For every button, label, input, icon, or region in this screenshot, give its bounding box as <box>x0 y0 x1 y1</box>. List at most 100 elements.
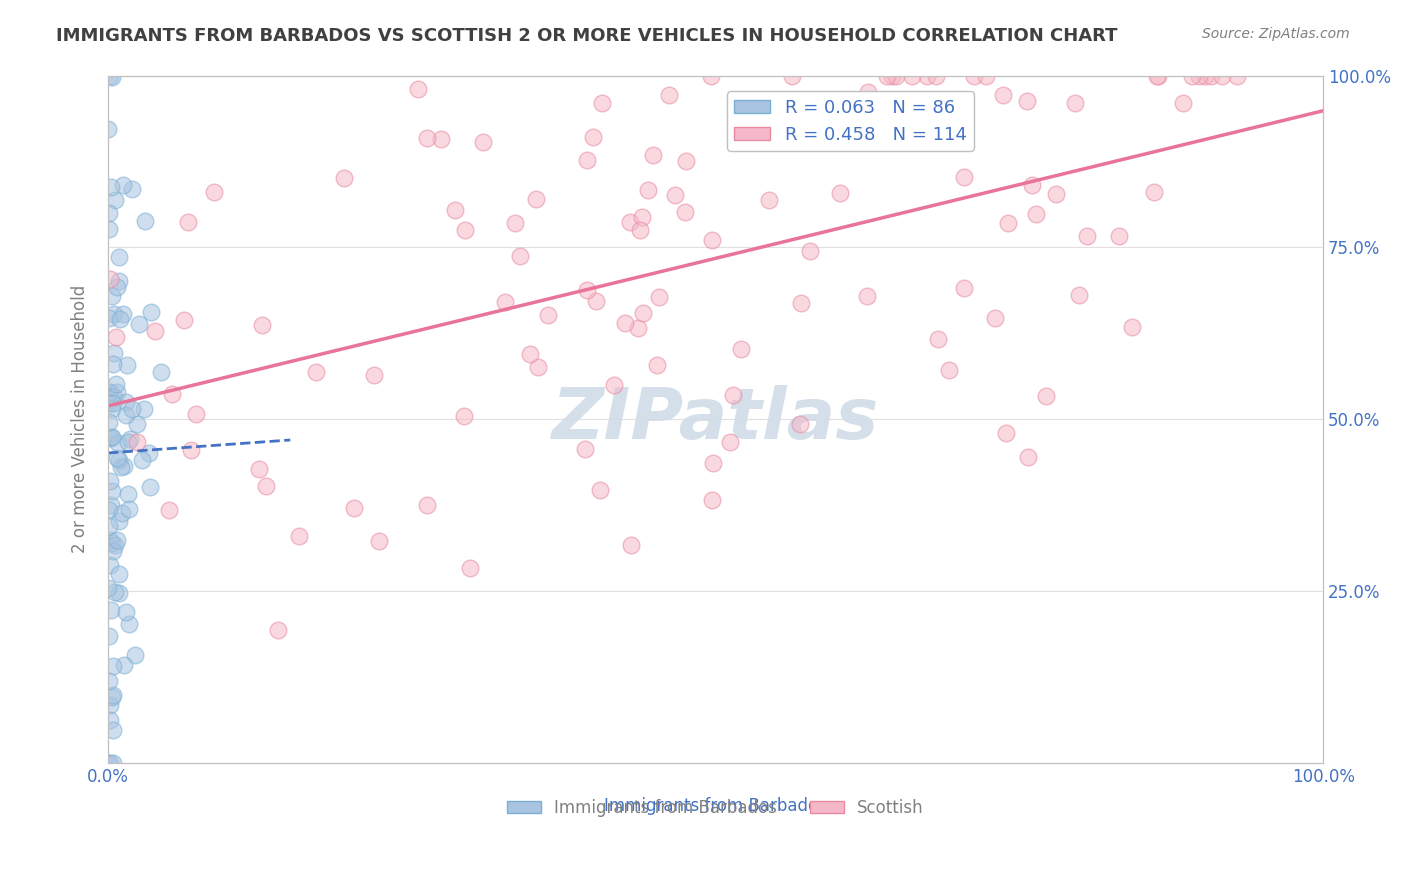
Scottish <box>952 281 974 295</box>
Scottish <box>1064 95 1087 110</box>
Immigrants from Barbados <box>117 434 139 449</box>
Scottish <box>932 104 955 119</box>
Scottish <box>799 244 821 258</box>
Scottish <box>160 387 183 401</box>
Scottish <box>105 330 128 344</box>
Scottish <box>880 69 903 83</box>
Scottish <box>648 290 671 304</box>
Scottish <box>1121 319 1143 334</box>
Immigrants from Barbados <box>121 182 143 196</box>
Scottish <box>991 87 1014 102</box>
Scottish <box>125 435 148 450</box>
Scottish <box>443 203 465 218</box>
Immigrants from Barbados <box>111 506 134 520</box>
Scottish <box>494 295 516 310</box>
Scottish <box>1226 69 1249 83</box>
Scottish <box>628 222 651 236</box>
Immigrants from Barbados <box>128 318 150 332</box>
Scottish <box>658 88 681 103</box>
Scottish <box>675 154 697 169</box>
Immigrants from Barbados <box>108 453 131 467</box>
Immigrants from Barbados <box>98 713 121 727</box>
Scottish <box>471 136 494 150</box>
Scottish <box>247 461 270 475</box>
Scottish <box>830 186 852 200</box>
Immigrants from Barbados <box>134 213 156 227</box>
Immigrants from Barbados <box>118 617 141 632</box>
Scottish <box>995 425 1018 440</box>
Immigrants from Barbados <box>115 359 138 373</box>
Immigrants from Barbados <box>100 431 122 445</box>
Scottish <box>585 294 607 309</box>
Immigrants from Barbados <box>103 390 125 404</box>
Scottish <box>1035 389 1057 403</box>
Scottish <box>343 500 366 515</box>
Scottish <box>1146 69 1168 83</box>
Immigrants from Barbados <box>103 346 125 360</box>
Scottish <box>143 325 166 339</box>
Scottish <box>953 169 976 184</box>
Scottish <box>984 311 1007 326</box>
Immigrants from Barbados <box>101 688 124 702</box>
Immigrants from Barbados <box>101 289 124 303</box>
Immigrants from Barbados <box>111 178 134 192</box>
Scottish <box>582 129 605 144</box>
Immigrants from Barbados <box>115 408 138 422</box>
Scottish <box>927 333 949 347</box>
Scottish <box>1211 69 1233 83</box>
Scottish <box>524 192 547 206</box>
Scottish <box>721 388 744 402</box>
Y-axis label: 2 or more Vehicles in Household: 2 or more Vehicles in Household <box>72 285 89 553</box>
Scottish <box>856 289 879 303</box>
Immigrants from Barbados <box>105 451 128 466</box>
Scottish <box>429 132 451 146</box>
Scottish <box>925 69 948 83</box>
Scottish <box>1045 186 1067 201</box>
Scottish <box>1017 450 1039 464</box>
Scottish <box>997 216 1019 230</box>
Immigrants from Barbados <box>97 396 120 410</box>
Scottish <box>1021 178 1043 192</box>
Immigrants from Barbados <box>112 459 135 474</box>
Immigrants from Barbados <box>98 475 121 489</box>
Scottish <box>1017 94 1039 108</box>
Immigrants from Barbados <box>101 395 124 409</box>
Scottish <box>333 170 356 185</box>
Scottish <box>1181 69 1204 83</box>
Scottish <box>643 148 665 162</box>
Scottish <box>702 233 724 247</box>
Scottish <box>730 342 752 356</box>
Scottish <box>631 211 654 225</box>
Scottish <box>789 417 811 431</box>
Immigrants from Barbados <box>108 312 131 326</box>
Scottish <box>509 249 531 263</box>
Scottish <box>620 538 643 552</box>
Immigrants from Barbados <box>138 446 160 460</box>
Immigrants from Barbados <box>118 432 141 446</box>
Text: Source: ZipAtlas.com: Source: ZipAtlas.com <box>1202 27 1350 41</box>
Immigrants from Barbados <box>100 69 122 83</box>
Immigrants from Barbados <box>97 756 120 771</box>
Scottish <box>627 321 650 335</box>
Scottish <box>664 188 686 202</box>
Text: ZIPatlas: ZIPatlas <box>553 384 879 454</box>
Immigrants from Barbados <box>97 629 120 643</box>
Immigrants from Barbados <box>100 180 122 194</box>
Immigrants from Barbados <box>98 415 121 429</box>
Immigrants from Barbados <box>101 70 124 85</box>
Scottish <box>915 69 938 83</box>
Scottish <box>1188 69 1211 83</box>
Immigrants from Barbados <box>97 205 120 219</box>
Immigrants from Barbados <box>97 222 120 236</box>
Scottish <box>1171 95 1194 110</box>
Scottish <box>157 502 180 516</box>
Scottish <box>758 194 780 208</box>
Immigrants from Barbados <box>97 673 120 688</box>
Scottish <box>305 365 328 379</box>
Scottish <box>876 69 898 83</box>
Scottish <box>416 131 439 145</box>
Immigrants from Barbados <box>104 193 127 207</box>
Immigrants from Barbados <box>97 384 120 399</box>
Immigrants from Barbados <box>97 122 120 136</box>
Immigrants from Barbados <box>149 365 172 379</box>
